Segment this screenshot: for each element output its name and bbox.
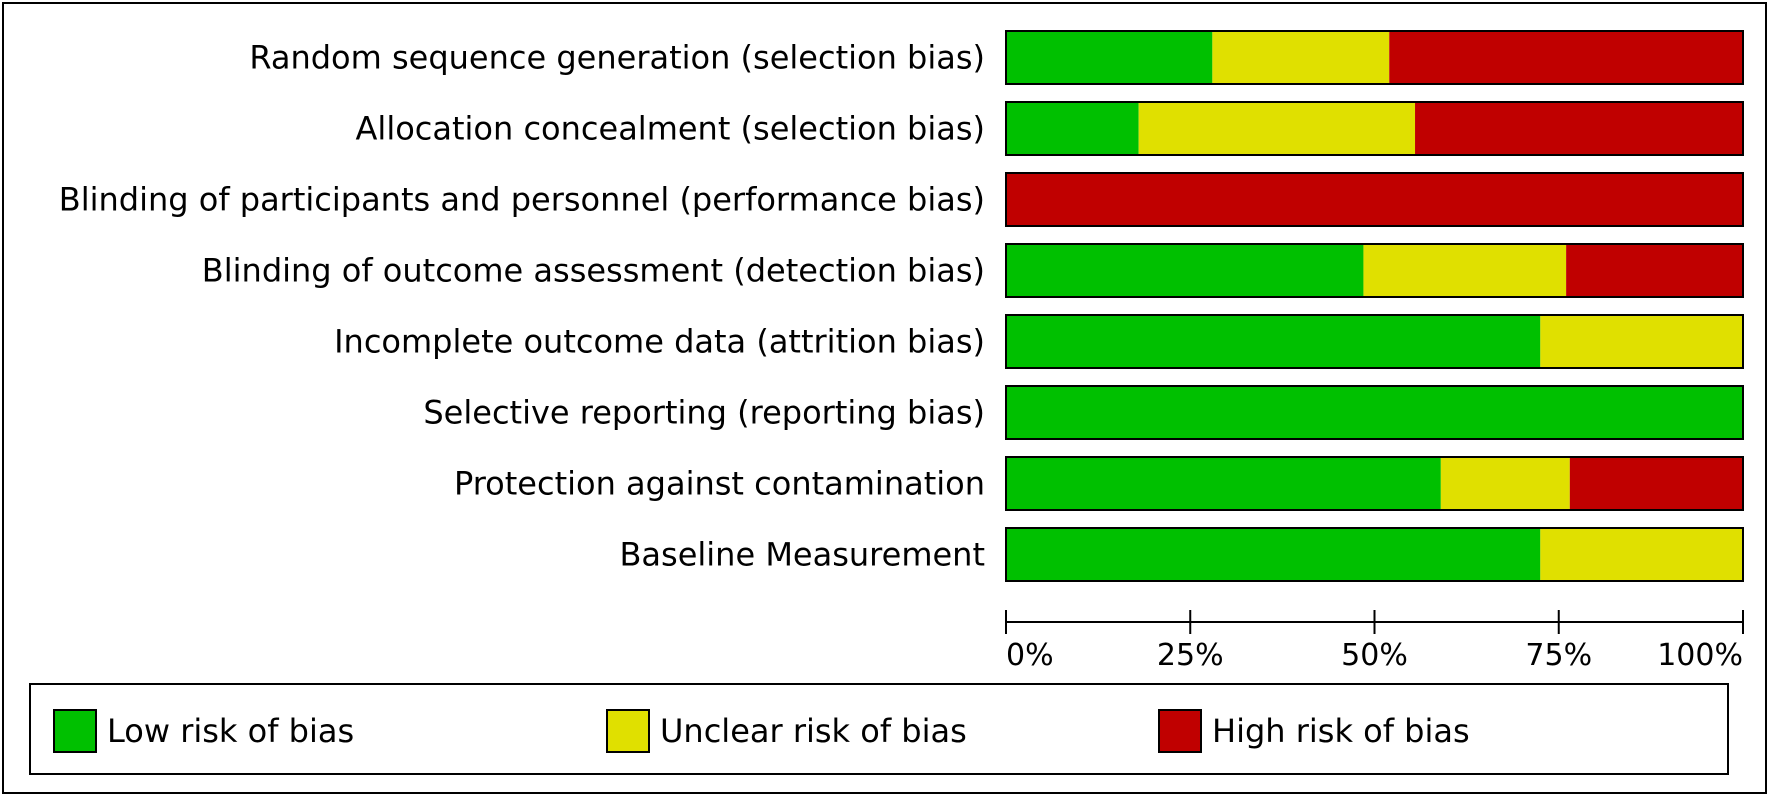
- bar-segment-unclear: [1363, 244, 1567, 297]
- bar-segment-low: [1006, 102, 1139, 155]
- category-label: Blinding of participants and personnel (…: [59, 181, 985, 219]
- bar-segment-high: [1389, 31, 1743, 84]
- bar-segment-unclear: [1212, 31, 1390, 84]
- x-axis: 0% 25% 50% 75% 100%: [1005, 610, 1744, 673]
- category-label: Incomplete outcome data (attrition bias): [334, 323, 985, 361]
- bar-segment-high: [1566, 244, 1743, 297]
- legend-label-high: High risk of bias: [1212, 712, 1470, 750]
- bar-segment-unclear: [1440, 457, 1570, 510]
- bar-outline: [1005, 385, 1744, 440]
- bar-outline: [1005, 243, 1744, 298]
- bar-segment-low: [1006, 315, 1541, 368]
- legend-label-unclear: Unclear risk of bias: [660, 712, 967, 750]
- bars: [1005, 30, 1744, 582]
- x-tick-label: 50%: [1341, 638, 1408, 673]
- bar-outline: [1005, 30, 1744, 85]
- category-label: Baseline Measurement: [619, 536, 985, 574]
- x-tick-label: 100%: [1657, 638, 1743, 673]
- bar-outline: [1005, 527, 1744, 582]
- legend-swatch-high: [1158, 709, 1202, 753]
- legend-item-unclear: Unclear risk of bias: [606, 709, 967, 753]
- category-label: Allocation concealment (selection bias): [356, 110, 985, 148]
- bar-segment-unclear: [1540, 528, 1743, 581]
- bar-segment-low: [1006, 457, 1441, 510]
- bar-outline: [1005, 172, 1744, 227]
- bar-outline: [1005, 314, 1744, 369]
- category-label: Random sequence generation (selection bi…: [249, 39, 985, 77]
- bar-segment-unclear: [1540, 315, 1743, 368]
- bar-outline: [1005, 456, 1744, 511]
- x-tick-label: 25%: [1157, 638, 1224, 673]
- x-tick-label: 75%: [1525, 638, 1592, 673]
- bar-segment-low: [1006, 386, 1743, 439]
- category-label: Protection against contamination: [454, 465, 985, 503]
- legend-swatch-unclear: [606, 709, 650, 753]
- category-label: Selective reporting (reporting bias): [423, 394, 985, 432]
- bar-segment-high: [1006, 173, 1743, 226]
- bar-segment-low: [1006, 244, 1364, 297]
- legend-item-high: High risk of bias: [1158, 709, 1470, 753]
- bar-segment-low: [1006, 31, 1213, 84]
- category-label: Blinding of outcome assessment (detectio…: [202, 252, 985, 290]
- bar-segment-high: [1569, 457, 1743, 510]
- x-tick-label: 0%: [1006, 638, 1054, 673]
- bar-segment-high: [1415, 102, 1743, 155]
- legend-item-low: Low risk of bias: [53, 709, 354, 753]
- legend-label-low: Low risk of bias: [107, 712, 355, 750]
- bar-outline: [1005, 101, 1744, 156]
- bar-segment-low: [1006, 528, 1541, 581]
- bar-segment-unclear: [1138, 102, 1416, 155]
- category-labels: Random sequence generation (selection bi…: [59, 39, 985, 574]
- legend-swatch-low: [53, 709, 97, 753]
- legend: Low risk of bias Unclear risk of bias Hi…: [29, 683, 1729, 775]
